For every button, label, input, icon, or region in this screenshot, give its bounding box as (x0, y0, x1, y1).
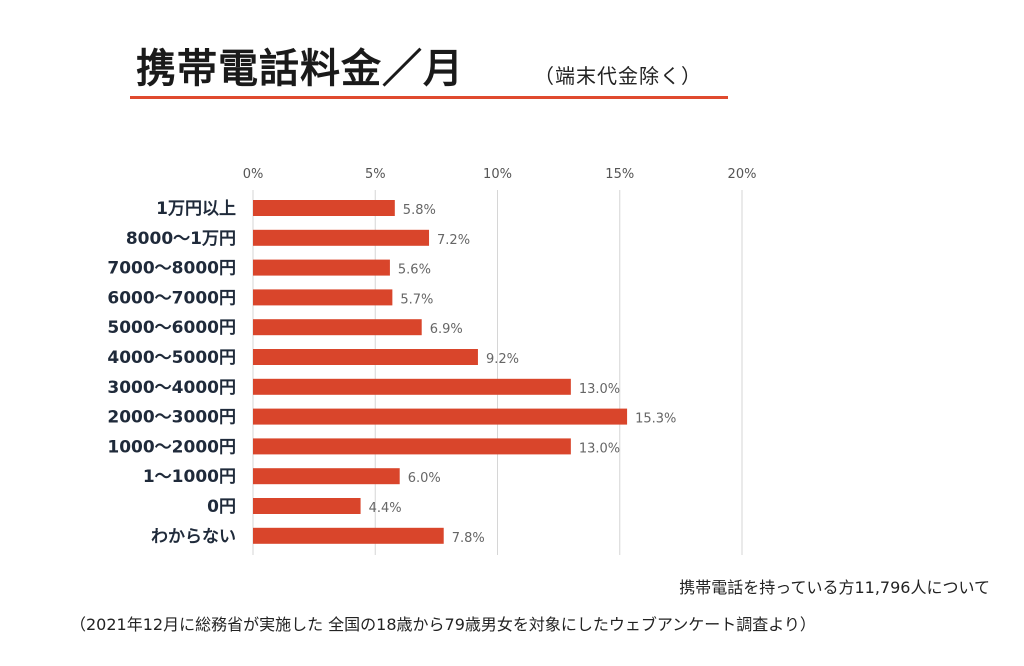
page-subtitle: （端末代金除く） (534, 64, 702, 88)
category-label: 2000〜3000円 (107, 408, 236, 428)
bar (253, 349, 478, 365)
x-tick-label: 10% (483, 167, 512, 182)
category-label: 1〜1000円 (143, 467, 236, 487)
value-label: 13.0% (579, 441, 620, 456)
value-label: 6.9% (430, 322, 463, 337)
title-block: 携帯電話料金／月 （端末代金除く） (130, 28, 728, 100)
bar (253, 200, 395, 216)
category-labels: 1万円以上 8000〜1万円 7000〜8000円 6000〜7000円 5000〜60… (107, 199, 236, 547)
category-label: 1000〜2000円 (107, 437, 236, 457)
respondents-note: 携帯電話を持っている方11,796人について (679, 578, 990, 597)
value-label: 7.2% (437, 233, 470, 248)
value-label: 4.4% (369, 501, 402, 516)
value-label: 5.6% (398, 263, 431, 278)
category-label: わからない (151, 527, 236, 547)
category-label: 3000〜4000円 (107, 378, 236, 398)
x-tick-label: 15% (605, 167, 634, 182)
bar (253, 438, 571, 455)
x-tick-label: 20% (728, 167, 757, 182)
value-label: 13.0% (579, 382, 620, 397)
bar (253, 289, 393, 306)
x-tick-label: 5% (365, 167, 386, 182)
x-tick-labels: 0% 5% 10% 15% 20% (243, 167, 757, 182)
x-tick-label: 0% (243, 167, 264, 182)
grid-lines (252, 190, 743, 555)
value-label: 7.8% (452, 531, 485, 546)
bar (253, 527, 444, 544)
category-label: 5000〜6000円 (107, 318, 236, 338)
bar (253, 498, 361, 514)
bars (253, 200, 628, 544)
bar (253, 319, 422, 336)
category-label: 0円 (207, 497, 236, 517)
bar (253, 468, 400, 485)
bar (253, 229, 430, 246)
source-note: （2021年12月に総務省が実施した 全国の18歳から79歳男女を対象にしたウェ… (70, 615, 816, 634)
page-title: 携帯電話料金／月 (136, 46, 464, 92)
bar (253, 259, 390, 276)
category-label: 6000〜7000円 (107, 288, 236, 308)
category-label: 4000〜5000円 (107, 348, 236, 368)
value-label: 5.7% (400, 292, 433, 307)
category-label: 7000〜8000円 (107, 259, 236, 279)
category-label: 8000〜1万円 (126, 229, 236, 249)
value-labels: 5.8%7.2% 5.6% 5.7% 6.9% 9.2% 13.0% 15.3% 13.0% 6… (369, 203, 677, 546)
value-label: 9.2% (486, 352, 519, 367)
bar (253, 408, 628, 425)
value-label: 6.0% (408, 471, 441, 486)
value-label: 5.8% (403, 203, 436, 218)
title-underline (130, 96, 728, 99)
value-label: 15.3% (635, 412, 676, 427)
bar (253, 378, 571, 395)
category-label: 1万円以上 (156, 199, 236, 219)
